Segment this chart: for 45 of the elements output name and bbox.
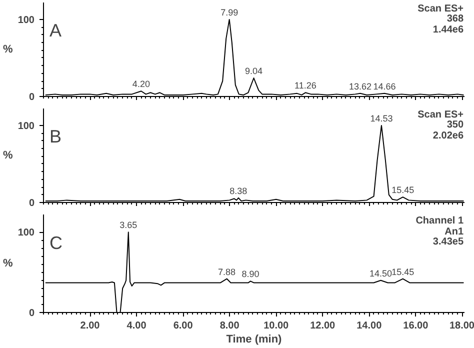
x-tick-label: 10.00 [264, 320, 290, 332]
y-tick-label: 100 [18, 14, 35, 26]
annotation: 8.38 [230, 186, 248, 196]
annotation: 8.90 [242, 269, 260, 280]
y-tick-label: 0 [28, 92, 35, 103]
annotation: 14.50 [370, 268, 392, 278]
y-axis-title: % [3, 44, 14, 56]
x-tick-label: 4.00 [126, 320, 147, 332]
annotation: 4.20 [132, 79, 150, 90]
x-tick-label: 8.00 [220, 320, 240, 332]
annotation: 9.04 [245, 66, 263, 76]
annotation: 11.26 [294, 80, 316, 91]
annotation: 15.45 [392, 266, 414, 277]
y-tick-label: 0 [28, 308, 35, 319]
x-tick-label: 14.00 [356, 320, 382, 332]
text: A [50, 20, 62, 40]
annotation: 14.53 [370, 113, 393, 124]
annotation: Channel 1 [416, 216, 464, 226]
annotation: 368 [446, 14, 464, 24]
annotation: 7.99 [220, 7, 238, 18]
x-tick-label: 18.00 [449, 320, 474, 332]
y-axis-title: % [3, 258, 14, 270]
annotation: 13.62 [349, 81, 372, 92]
annotation: Scan ES+ [418, 4, 464, 14]
text: C [50, 233, 62, 254]
annotation: 14.66 [373, 81, 396, 92]
y-tick-label: 100 [18, 228, 35, 239]
annotation: 350 [446, 120, 464, 130]
annotation: An1 [444, 226, 464, 238]
y-tick-label: 0 [28, 198, 35, 209]
y-tick-label: 100 [18, 120, 35, 132]
annotation: 1.44e6 [432, 24, 464, 36]
x-tick-label: 2.00 [80, 320, 100, 332]
annotation: Scan ES+ [418, 110, 464, 120]
x-tick-label: 6.00 [173, 320, 194, 332]
y-axis-title: % [3, 150, 14, 162]
x-tick-label: 16.00 [403, 320, 429, 332]
annotation: 7.88 [218, 266, 236, 277]
annotation: 3.65 [120, 220, 138, 230]
annotation: 2.02e6 [432, 130, 464, 142]
annotation: 15.45 [392, 185, 414, 196]
x-axis-title: Time (min) [226, 334, 282, 346]
text: B [50, 126, 62, 146]
annotation: 3.43e5 [432, 236, 464, 248]
x-tick-label: 12.00 [310, 320, 336, 332]
